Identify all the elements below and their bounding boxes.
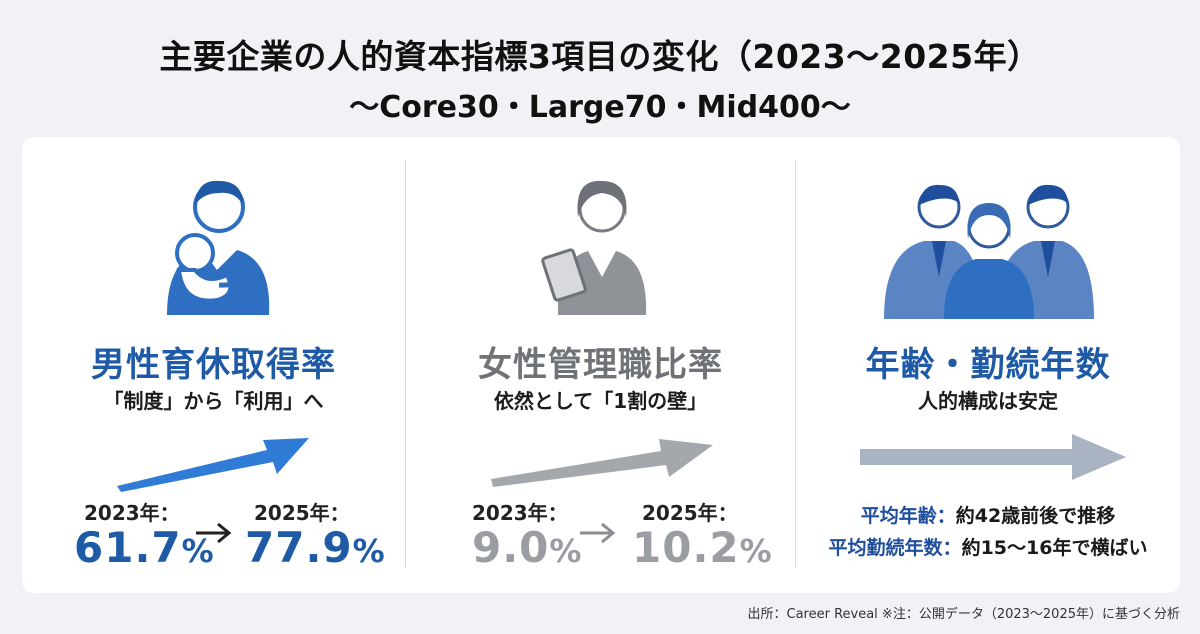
subheading-paternity-leave: 「制度」から「利用」へ (103, 389, 324, 413)
flat-arrow-icon (860, 434, 1126, 480)
stat-average-age: 平均年齢：約42歳前後で推移 (860, 505, 1116, 527)
divider-2 (795, 160, 796, 568)
father-holding-baby-icon (167, 180, 270, 315)
businesswoman-with-tablet-icon (541, 180, 647, 315)
heading-age-tenure: 年齢・勤続年数 (865, 345, 1111, 385)
business-team-icon (884, 184, 1094, 319)
panel-female-managers: 女性管理職比率 依然として「1割の壁」 2023年： 2025年： 9.0% 1… (406, 137, 795, 593)
subheading-female-managers: 依然として「1割の壁」 (493, 389, 708, 413)
page-title: 主要企業の人的資本指標3項目の変化（2023〜2025年） (159, 37, 1041, 76)
slight-increase-arrow-icon (491, 439, 713, 487)
value-2025: 77.9% (245, 523, 386, 572)
value-2025: 10.2% (632, 523, 773, 572)
value-2023: 61.7% (74, 523, 215, 572)
year-2025-label: 2025年： (254, 501, 350, 525)
heading-paternity-leave: 男性育休取得率 (91, 345, 336, 385)
year-2025-label: 2025年： (642, 501, 738, 525)
panel-age-tenure: 年齢・勤続年数 人的構成は安定 平均年齢：約42歳前後で推移 平均勤続年数：約1… (796, 137, 1180, 593)
arrow-right-icon (580, 522, 616, 544)
panel-paternity-leave: 男性育休取得率 「制度」から「利用」へ 2023年： 2025年： 61.7% … (22, 137, 405, 593)
stat-average-tenure: 平均勤続年数：約15〜16年で横ばい (828, 537, 1148, 559)
source-note: 出所：Career Reveal ※注：公開データ（2023〜2025年）に基づ… (747, 607, 1181, 622)
increase-arrow-icon (117, 438, 309, 492)
arrow-right-icon (196, 522, 232, 544)
year-2023-label: 2023年： (84, 501, 180, 525)
heading-female-managers: 女性管理職比率 (478, 345, 723, 385)
divider-1 (405, 160, 406, 568)
year-2023-label: 2023年： (472, 501, 568, 525)
page-subtitle: 〜Core30・Large70・Mid400〜 (349, 90, 851, 125)
value-2023: 9.0% (472, 523, 583, 572)
subheading-age-tenure: 人的構成は安定 (918, 389, 1058, 413)
